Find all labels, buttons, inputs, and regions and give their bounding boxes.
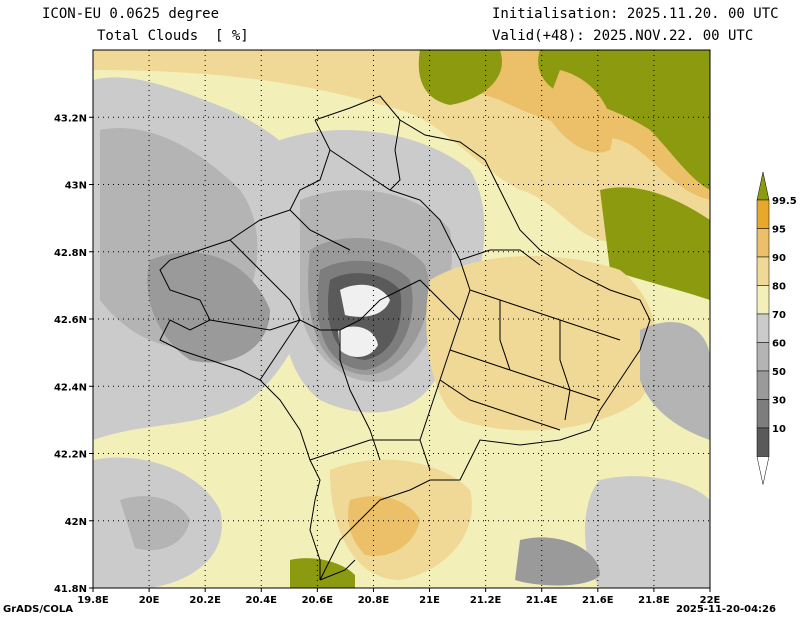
inner-border-12 (389, 119, 401, 191)
x-tick-label: 20E (139, 595, 160, 606)
southeast-gray (585, 476, 710, 588)
clear-south (338, 326, 378, 357)
inner-border-4 (259, 319, 301, 381)
x-tick-label: 21.6E (582, 595, 614, 606)
inner-border-2 (329, 149, 471, 321)
legend-label: 95 (772, 225, 786, 236)
y-tick-label: 42.6N (54, 315, 87, 326)
render-timestamp: 2025-11-20-04:26 (676, 604, 776, 615)
legend-swatch (756, 199, 770, 229)
x-tick-label: 21.4E (526, 595, 558, 606)
legend-label: 80 (772, 282, 786, 293)
y-tick-label: 42.8N (54, 248, 87, 259)
inner-border-9 (439, 379, 561, 431)
y-tick-label: 42.2N (54, 450, 87, 461)
inner-border-5 (339, 330, 381, 461)
inner-border-10 (499, 300, 511, 371)
x-tick-label: 21E (419, 595, 440, 606)
legend-swatch (756, 285, 770, 315)
x-tick-label: 20.2E (189, 595, 221, 606)
legend-label: 99.5 (772, 196, 797, 207)
olive-north (418, 50, 502, 105)
y-tick-label: 42.4N (54, 382, 87, 393)
y-tick-label: 43.2N (54, 113, 87, 124)
legend-swatch (756, 342, 770, 372)
legend-swatch (756, 427, 770, 457)
inner-border-6 (459, 249, 541, 266)
x-tick-label: 21.8E (638, 595, 670, 606)
legend-swatch (756, 256, 770, 286)
inner-border-11 (559, 320, 571, 421)
clear-north (340, 284, 390, 317)
legend-swatch (756, 228, 770, 258)
software-credit: GrADS/COLA (3, 604, 73, 615)
valid-time: Valid(+48): 2025.NOV.22. 00 UTC (492, 28, 754, 44)
legend-lower-cap (756, 456, 770, 485)
initialisation-time: Initialisation: 2025.11.20. 00 UTC (492, 6, 779, 22)
inner-border-14 (209, 319, 301, 331)
x-tick-label: 20.6E (302, 595, 334, 606)
south-gray (515, 537, 600, 586)
olive-east (600, 187, 710, 300)
color-legend: 99.5 95 90 80 70 60 50 30 10 (756, 171, 797, 485)
legend-label: 70 (772, 310, 786, 321)
outer-border-west (159, 119, 331, 580)
x-tick-label: 19.8E (77, 595, 109, 606)
inner-border-3 (419, 279, 461, 471)
south-tip (319, 559, 356, 581)
y-tick-label: 42N (65, 517, 87, 528)
olive-south (290, 558, 355, 588)
inner-border-13 (289, 209, 351, 251)
legend-swatch (756, 370, 770, 400)
x-tick-label: 21.2E (470, 595, 502, 606)
inner-border-7 (469, 289, 621, 341)
y-axis: 41.8N 42N 42.2N 42.4N 42.6N 42.8N 43N 43.2N (54, 113, 93, 595)
southwest-gray-2 (120, 496, 190, 551)
model-title: ICON-EU 0.0625 degree (42, 6, 220, 22)
outer-border-east (314, 95, 651, 581)
south-deep-orange (348, 496, 420, 556)
cloud-field (93, 50, 710, 588)
legend-swatch (756, 399, 770, 429)
legend-label: 90 (772, 253, 786, 264)
west-gray-3 (147, 252, 270, 363)
legend-label: 60 (772, 339, 786, 350)
y-tick-label: 41.8N (54, 584, 87, 595)
inner-border-8 (449, 349, 601, 401)
inner-border-15 (309, 439, 420, 461)
legend-swatch (756, 313, 770, 343)
orange-patch (545, 70, 613, 153)
admin-borders (159, 95, 651, 581)
x-axis: 19.8E 20E 20.2E 20.4E 20.6E 20.8E 21E 21.2E 21.4… (77, 588, 721, 606)
x-tick-label: 20.8E (358, 595, 390, 606)
east-gray (640, 321, 710, 440)
legend-label: 50 (772, 367, 786, 378)
legend-label: 10 (772, 424, 786, 435)
inner-border-1 (229, 239, 421, 331)
x-tick-label: 20.4E (246, 595, 278, 606)
variable-title: Total Clouds [ %] (97, 28, 249, 44)
y-tick-label: 43N (65, 181, 87, 192)
legend-upper-cap (756, 171, 770, 201)
x-tick-label: 22E (700, 595, 721, 606)
legend-label: 30 (772, 396, 786, 407)
east-orange (426, 256, 658, 431)
